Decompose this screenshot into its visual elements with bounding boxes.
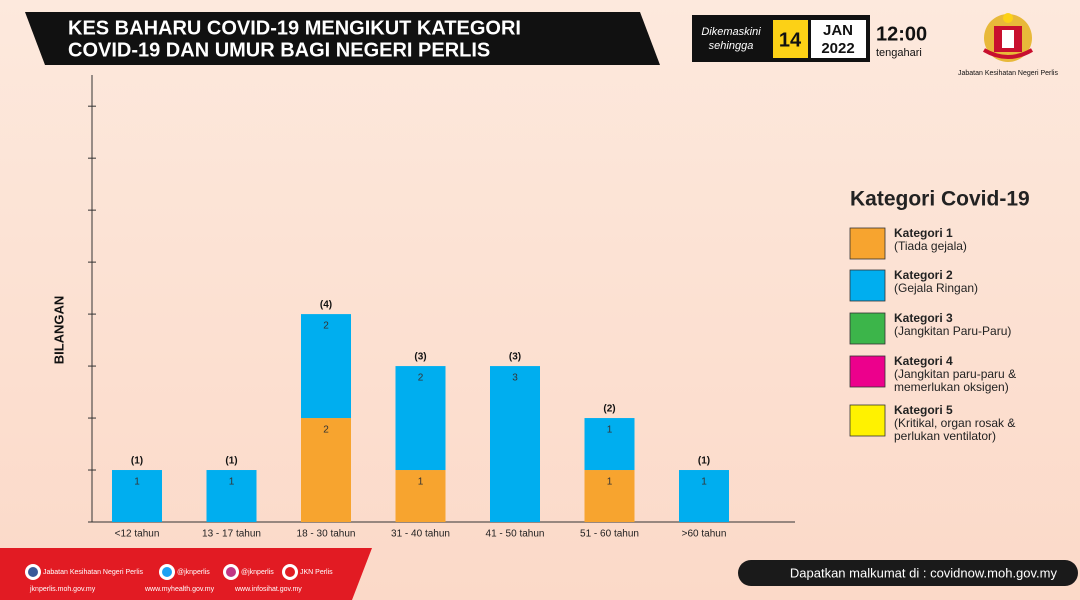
day: 14: [779, 29, 802, 51]
segment-label: 1: [229, 477, 235, 488]
updated-label: sehingga: [709, 40, 754, 52]
x-tick-label: 41 - 50 tahun: [486, 529, 545, 540]
segment-label: 3: [512, 373, 518, 384]
legend-swatch: [849, 227, 886, 260]
legend-description: (Kritikal, organ rosak &: [894, 416, 1015, 430]
social-handle: Jabatan Kesihatan Negeri Perlis: [43, 569, 144, 576]
footer-link: www.infosihat.gov.my: [234, 586, 302, 593]
segment-label: 1: [607, 425, 613, 436]
bar-segment: [206, 470, 257, 522]
bar-segment: [490, 366, 540, 522]
social-handle: @jknperlis: [177, 569, 210, 576]
title-banner: [25, 12, 660, 65]
bar-segment: [584, 470, 635, 522]
segment-label: 2: [323, 425, 329, 436]
segment-label: 2: [418, 373, 424, 384]
social-icon-center: [285, 567, 295, 577]
legend-swatch: [849, 404, 886, 437]
segment-label: 1: [607, 477, 613, 488]
legend-description: (Jangkitan Paru-Paru): [894, 324, 1011, 338]
x-tick-label: 18 - 30 tahun: [297, 529, 356, 540]
footer-banner: [0, 548, 372, 600]
total-label: (1): [698, 456, 710, 467]
bar-segment: [584, 418, 635, 471]
footer-link: www.myhealth.gov.my: [144, 586, 215, 593]
social-icon-center: [162, 567, 172, 577]
emblem: [982, 13, 1034, 62]
total-label: (2): [603, 404, 615, 415]
month: JAN: [823, 22, 853, 39]
legend-name: Kategori 3: [894, 311, 953, 325]
legend-swatch: [849, 312, 886, 345]
social-handle: @jknperlis: [241, 569, 274, 576]
x-tick-label: >60 tahun: [682, 529, 727, 540]
bar-segment: [301, 418, 351, 522]
legend-description: (Tiada gejala): [894, 239, 967, 253]
agency: Jabatan Kesihatan Negeri Perlis: [958, 70, 1059, 77]
legend-description: (Gejala Ringan): [894, 281, 978, 295]
x-tick-label: <12 tahun: [115, 529, 160, 540]
bar-segment: [395, 470, 446, 522]
info-text: Dapatkan malkumat di : covidnow.moh.gov.…: [790, 565, 1058, 580]
footer-link: jknperlis.moh.gov.my: [29, 586, 96, 593]
segment-label: 2: [323, 321, 329, 332]
info-bar: [738, 560, 1078, 586]
x-tick-label: 13 - 17 tahun: [202, 529, 261, 540]
total-label: (4): [320, 300, 332, 311]
bar-segment: [112, 470, 162, 522]
legend-name: Kategori 1: [894, 226, 953, 240]
title-line: COVID-19 DAN UMUR BAGI NEGERI PERLIS: [68, 39, 490, 61]
segment-label: 1: [134, 477, 140, 488]
time-note: tengahari: [876, 47, 922, 59]
legend-swatch: [849, 355, 886, 388]
segment-label: 1: [701, 477, 707, 488]
legend-description: (Jangkitan paru-paru &: [894, 367, 1016, 381]
total-label: (1): [225, 456, 237, 467]
bar-segment: [395, 366, 446, 471]
bar-segment: [679, 470, 729, 522]
legend-swatch: [849, 269, 886, 302]
social-icon-center: [28, 567, 38, 577]
updated-label: Dikemaskini: [701, 26, 761, 38]
x-tick-label: 51 - 60 tahun: [580, 529, 639, 540]
time: 12:00: [876, 23, 927, 45]
y-axis-label: BILANGAN: [51, 296, 66, 365]
year: 2022: [821, 40, 854, 57]
day-box: [773, 20, 808, 58]
legend-name: Kategori 5: [894, 403, 953, 417]
x-tick-label: 31 - 40 tahun: [391, 529, 450, 540]
total-label: (1): [131, 456, 143, 467]
legend-description: perlukan ventilator): [894, 429, 996, 443]
legend-description: memerlukan oksigen): [894, 380, 1009, 394]
legend-name: Kategori 2: [894, 268, 953, 282]
total-label: (3): [414, 352, 426, 363]
social-handle: JKN Perlis: [300, 569, 333, 576]
social-icon-center: [226, 567, 236, 577]
bar-segment: [301, 314, 351, 419]
month-box: [811, 20, 866, 58]
segment-label: 1: [418, 477, 424, 488]
title-line: KES BAHARU COVID-19 MENGIKUT KATEGORI: [68, 17, 521, 39]
legend-title: Kategori Covid-19: [850, 188, 1030, 211]
legend-name: Kategori 4: [894, 354, 953, 368]
total-label: (3): [509, 352, 521, 363]
